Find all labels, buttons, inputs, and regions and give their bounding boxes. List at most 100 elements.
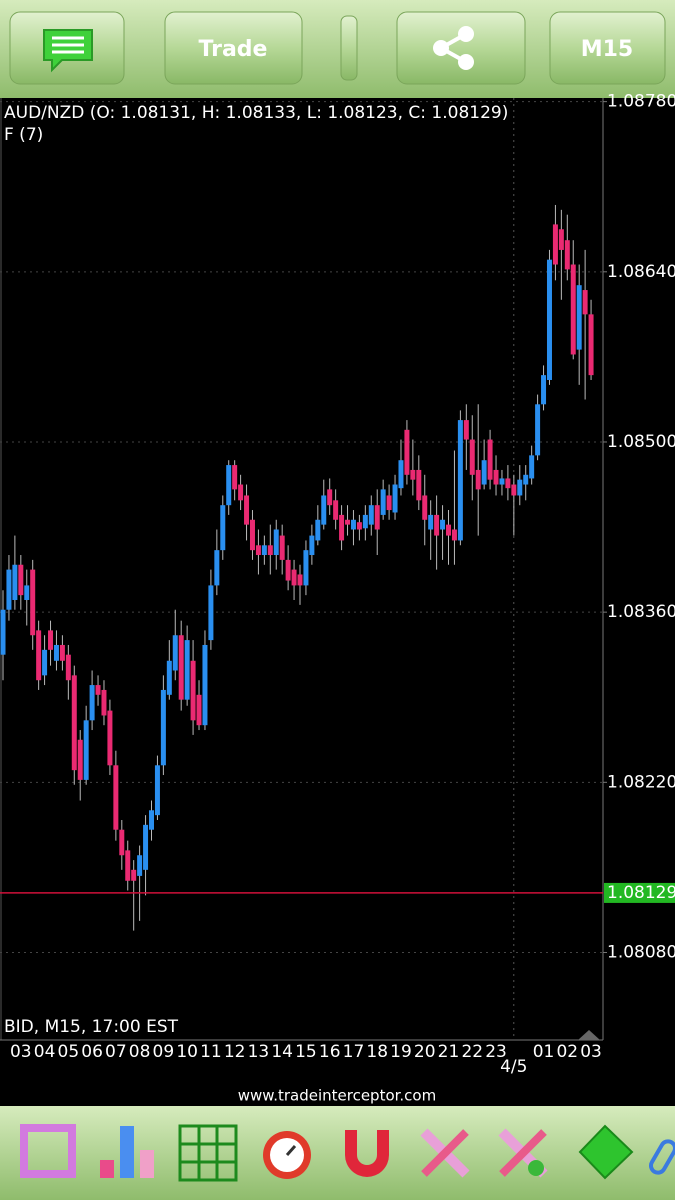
candle-body [469, 439, 475, 475]
x-tick-label: 20 [414, 1042, 436, 1062]
candle-body [244, 495, 250, 525]
candle-body [24, 585, 30, 600]
candle-body [178, 635, 184, 700]
last-price-label: 1.08129 [607, 883, 675, 903]
candle-body [89, 685, 95, 721]
candle-body [137, 855, 143, 876]
candle-body [552, 224, 558, 265]
candle-body [59, 644, 65, 661]
candle-body [273, 529, 279, 556]
x-tick-label: 07 [105, 1042, 127, 1062]
tool-frame[interactable] [20, 1124, 76, 1178]
candle-body [428, 514, 434, 530]
candle-body [451, 529, 457, 541]
x-tick-label: 14 [271, 1042, 293, 1062]
x-tick-label: 19 [390, 1042, 412, 1062]
candle-body [160, 689, 166, 766]
candle-body [42, 649, 48, 676]
candle-body [576, 285, 582, 350]
candle-body [220, 505, 226, 551]
candle-body [457, 420, 463, 541]
candle-body [291, 569, 297, 586]
x-tick-label: 10 [176, 1042, 198, 1062]
candle-body [48, 630, 54, 650]
x-tick-label: 09 [153, 1042, 175, 1062]
candle-body [493, 469, 499, 485]
scroll-button[interactable] [340, 15, 358, 81]
candle-body [321, 495, 327, 525]
candle-body [255, 545, 261, 556]
candle-body [297, 574, 303, 586]
tool-draw[interactable] [420, 1128, 470, 1178]
candle-body [36, 630, 42, 681]
candle-body [238, 484, 244, 501]
candle-body [499, 478, 505, 485]
candle-body [214, 550, 220, 586]
y-tick-label: 1.08080 [607, 942, 675, 962]
x-tick-label: 01 [533, 1042, 555, 1062]
x-tick-label: 18 [366, 1042, 388, 1062]
tool-grid[interactable] [178, 1124, 238, 1182]
chart: AUD/NZD (O: 1.08131, H: 1.08133, L: 1.08… [0, 92, 675, 1077]
candle-body [149, 810, 154, 830]
candle-body [446, 524, 451, 536]
timeframe-button[interactable]: M15 [549, 11, 666, 85]
candle-body [131, 869, 137, 881]
candle-body [119, 829, 125, 856]
candle-body [523, 474, 529, 485]
candle-body [564, 240, 570, 270]
y-tick-label: 1.08220 [607, 772, 675, 792]
candle-body [18, 564, 24, 596]
candle-body [570, 264, 576, 355]
candle-body [368, 505, 374, 525]
tool-alarm[interactable] [263, 1131, 311, 1179]
tool-objects[interactable] [578, 1124, 634, 1180]
y-tick-label: 1.08780 [607, 92, 675, 112]
candle-body [190, 660, 196, 721]
status-label: BID, M15, 17:00 EST [4, 1017, 179, 1037]
candle-body [12, 564, 18, 600]
candle-body [475, 469, 481, 490]
candle-body [172, 635, 178, 671]
candle-body [339, 514, 345, 541]
candle-body [196, 694, 202, 726]
y-tick-label: 1.08500 [607, 432, 675, 452]
candle-body [440, 519, 446, 530]
candle-body [422, 495, 428, 520]
candle-body [327, 489, 333, 506]
candle-body [345, 519, 351, 525]
tool-draw-edit[interactable] [498, 1128, 548, 1178]
x-tick-label: 17 [343, 1042, 365, 1062]
candle-body [356, 522, 362, 530]
candle-body [350, 519, 356, 530]
menu-button[interactable] [9, 11, 125, 85]
x-tick-label: 06 [81, 1042, 103, 1062]
candle-body [107, 710, 113, 766]
candle-body [333, 500, 339, 520]
bottom-toolbar [0, 1106, 675, 1200]
footer-url: www.tradeinterceptor.com [238, 1087, 436, 1105]
share-button[interactable] [396, 11, 526, 85]
tool-link[interactable] [648, 1139, 675, 1175]
x-tick-label: 03 [10, 1042, 32, 1062]
timeframe-label: M15 [581, 37, 634, 62]
candle-body [404, 429, 410, 475]
x-tick-label: 08 [129, 1042, 151, 1062]
candle-body [226, 465, 232, 506]
candle-body [463, 420, 469, 440]
tool-indicators[interactable] [100, 1126, 154, 1178]
x-tick-label: 12 [224, 1042, 246, 1062]
candle-body [95, 685, 101, 695]
trade-button[interactable]: Trade [164, 11, 303, 85]
x-tick-label: 13 [248, 1042, 270, 1062]
candle-body [558, 229, 564, 250]
candle-body [279, 535, 285, 560]
x-tick-label: 21 [438, 1042, 460, 1062]
candle-body [517, 479, 523, 496]
date-label: 4/5 [500, 1057, 527, 1077]
candle-body [362, 514, 368, 529]
candle-body [416, 469, 422, 501]
candle-body [588, 314, 594, 376]
tool-magnet[interactable] [345, 1130, 389, 1177]
